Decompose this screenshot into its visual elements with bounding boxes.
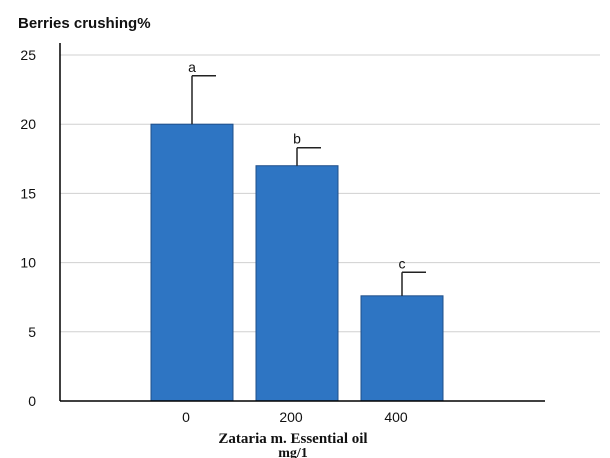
y-tick-label: 20 bbox=[20, 116, 36, 132]
bar-0 bbox=[150, 123, 234, 402]
bar-400 bbox=[360, 295, 444, 402]
bar-200 bbox=[255, 165, 339, 402]
x-tick-label: 400 bbox=[384, 409, 408, 425]
error-bar-0 bbox=[191, 75, 216, 125]
x-tick-labels: 0 200 400 bbox=[182, 409, 408, 425]
x-axis-title-line1: Zataria m. Essential oil bbox=[218, 431, 367, 447]
y-tick-label: 0 bbox=[28, 393, 36, 409]
error-bar-400 bbox=[401, 271, 426, 296]
x-tick-label: 0 bbox=[182, 409, 190, 425]
y-tick-labels: 0 5 10 15 20 25 bbox=[20, 47, 36, 409]
error-bars bbox=[191, 75, 426, 296]
x-tick-label: 200 bbox=[279, 409, 303, 425]
y-tick-label: 15 bbox=[20, 185, 36, 201]
significance-letter: b bbox=[293, 131, 301, 147]
y-tick-label: 5 bbox=[28, 324, 36, 340]
y-tick-label: 25 bbox=[20, 47, 36, 63]
significance-letter: a bbox=[188, 59, 196, 75]
bars bbox=[150, 123, 444, 402]
significance-letter: c bbox=[399, 255, 406, 271]
x-axis-title-line2: mg/1 bbox=[278, 446, 308, 458]
y-tick-label: 10 bbox=[20, 255, 36, 271]
significance-letters: a b c bbox=[188, 59, 405, 272]
error-bar-200 bbox=[296, 146, 321, 166]
y-axis-title: Berries crushing% bbox=[18, 15, 151, 32]
